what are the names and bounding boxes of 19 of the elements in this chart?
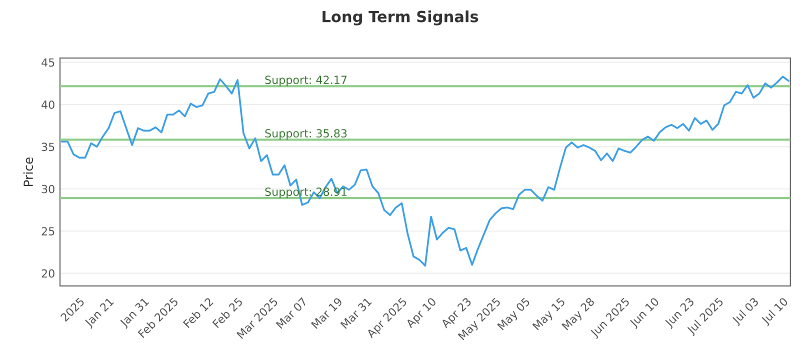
ref-line-label: Support: 35.83 xyxy=(265,129,347,140)
y-tick-label: 30 xyxy=(42,184,54,194)
y-axis-title: Price xyxy=(23,157,34,186)
x-tick-label: Apr 10 xyxy=(405,297,438,330)
x-tick-label: Feb 25 xyxy=(212,297,244,328)
x-tick-label: Jun 10 xyxy=(628,297,661,330)
y-tick-label: 20 xyxy=(42,269,54,278)
y-tick-label: 25 xyxy=(42,227,54,236)
y-tick-label: 45 xyxy=(42,58,54,67)
chart-title: Long Term Signals xyxy=(322,10,478,26)
line-series xyxy=(60,76,790,267)
x-tick-label: Jan 21 xyxy=(84,297,116,329)
x-tick-label: Mar 31 xyxy=(340,297,372,329)
y-tick-label: 35 xyxy=(42,142,54,152)
y-tick-label: 40 xyxy=(42,100,54,109)
x-tick-label: Jul 03 xyxy=(731,296,760,326)
ref-line-label: Support: 42.17 xyxy=(265,76,347,86)
x-tick-label: Jul 10 xyxy=(760,296,790,326)
x-tick-label: Mar 07 xyxy=(276,297,308,329)
